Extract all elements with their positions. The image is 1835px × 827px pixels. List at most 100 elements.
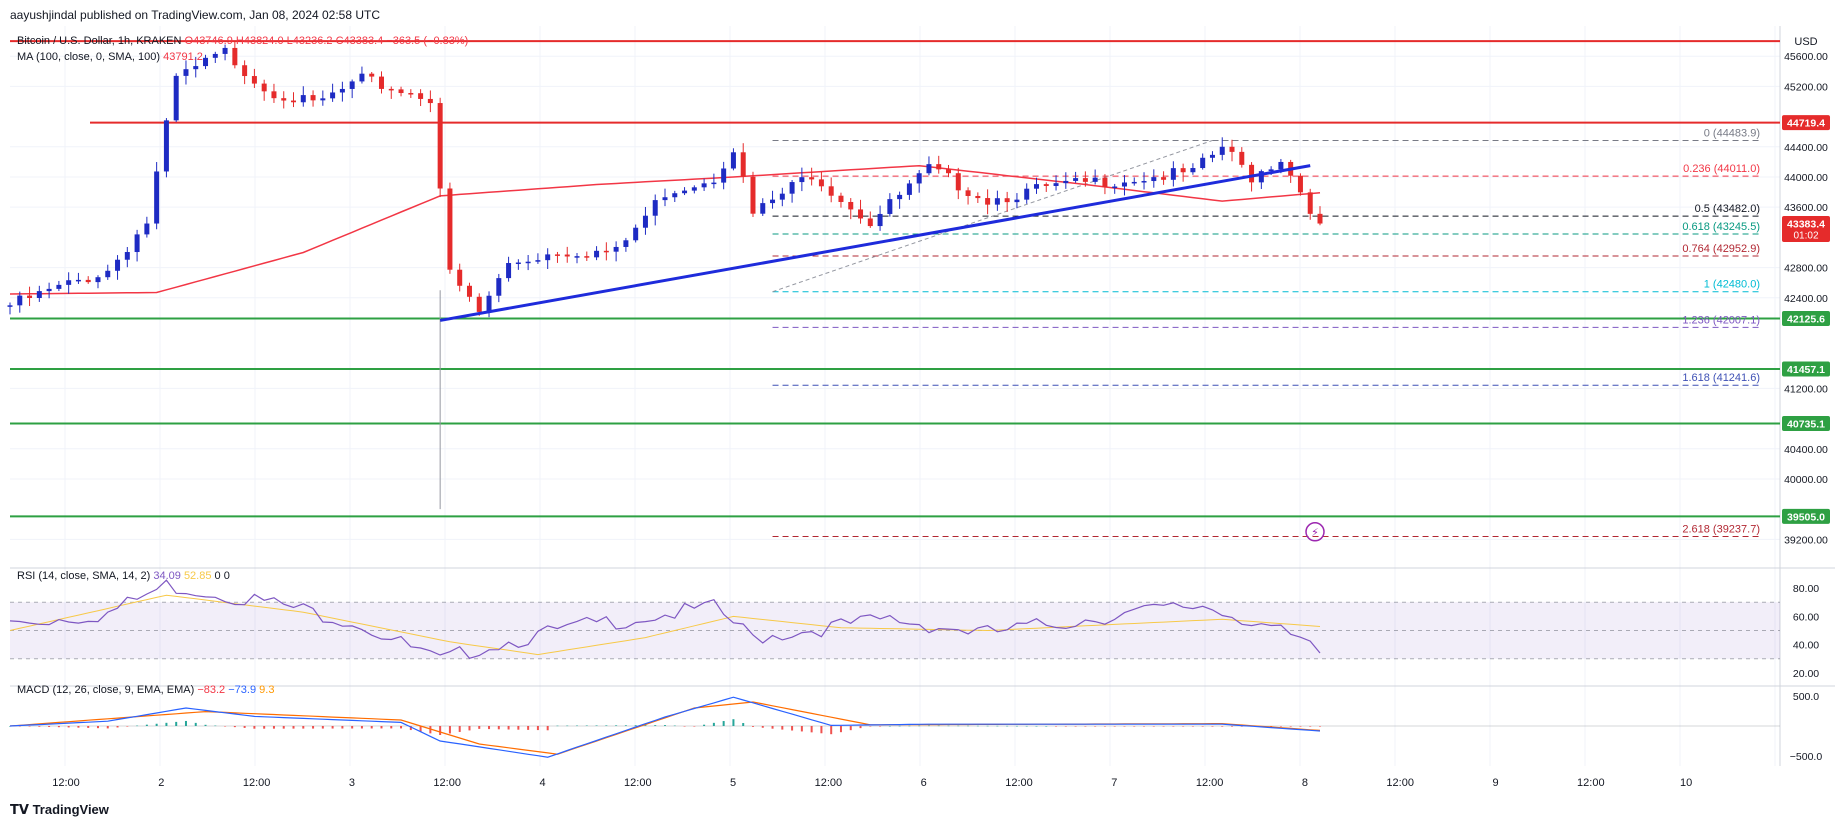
time-tick: 6: [921, 777, 927, 789]
macd-hist-bar: [96, 726, 99, 729]
time-tick: 4: [539, 777, 545, 789]
candle-body: [916, 173, 922, 184]
macd-hist-bar: [976, 725, 979, 727]
macd-hist-bar: [908, 725, 911, 727]
time-tick: 12:00: [243, 777, 271, 789]
candle-body: [1092, 177, 1098, 182]
macd-hist-bar: [1240, 726, 1243, 727]
candle-body: [251, 76, 257, 84]
candle-body: [1024, 188, 1030, 200]
brand-name: TradingView: [32, 802, 109, 817]
price-tick: 39200.00: [1784, 534, 1828, 546]
macd-hist-bar: [165, 722, 168, 726]
currency-label[interactable]: USD: [1794, 36, 1818, 48]
ma-legend[interactable]: MA (100, close, 0, SMA, 100) 43791.2: [17, 51, 203, 63]
candle-body: [770, 199, 776, 204]
candle-body: [985, 198, 991, 205]
price-tick: 44000.00: [1784, 172, 1828, 184]
macd-hist-bar: [419, 726, 422, 732]
candle-body: [183, 69, 189, 76]
price-tag-countdown: 01:02: [1793, 231, 1818, 242]
macd-hist-bar: [1143, 726, 1146, 727]
rsi-legend[interactable]: RSI (14, close, SMA, 14, 2) 34.09 52.85 …: [17, 570, 230, 582]
macd-hist-bar: [634, 725, 637, 726]
candle-body: [310, 95, 316, 101]
price-tag-label: 42125.6: [1787, 313, 1825, 325]
candle-body: [926, 164, 932, 174]
macd-hist-bar: [859, 726, 862, 729]
candle-body: [427, 98, 433, 104]
macd-hist-bar: [644, 725, 647, 726]
time-axis[interactable]: 12:00 2 12:00 3 12:00 4 12:00 5 12:00 6 12:00 7 12:0…: [52, 777, 1692, 789]
candle-body: [1239, 151, 1245, 165]
macd-hist-bar: [898, 725, 901, 727]
macd-hist-bar: [947, 725, 950, 727]
candle-body: [975, 195, 981, 199]
price-chart[interactable]: 0 (44483.9) 0.236 (44011.0) 0.5 (43482.0) 0…: [0, 26, 1835, 806]
candle-body: [574, 256, 580, 258]
macd-hist-bar: [566, 725, 569, 727]
macd-hist-bar: [761, 726, 764, 728]
macd-hist-bar: [556, 725, 559, 727]
macd-hist-bar: [126, 726, 129, 727]
grid: [10, 26, 1835, 766]
tradingview-logo[interactable]: 𝗧𝗩 TradingView: [10, 802, 109, 818]
candle-body: [603, 250, 609, 253]
fib-label-0.5: 0.5 (43482.0): [1695, 203, 1760, 215]
macd-hist-bar: [1231, 726, 1234, 727]
ohlc-values: O43746.9 H43824.0 L43236.2 C43383.4 −363…: [184, 35, 469, 47]
macd-hist-bar: [57, 726, 60, 728]
macd-hist-bar: [360, 726, 363, 729]
candle-body: [525, 261, 531, 264]
fibonacci-levels: 0 (44483.9) 0.236 (44011.0) 0.5 (43482.0) 0…: [772, 127, 1760, 538]
publisher-line: aayushjindal published on TradingView.co…: [10, 8, 381, 22]
macd-hist-bar: [624, 725, 627, 726]
price-tag: [1782, 508, 1830, 524]
rsi-label: RSI (14, close, SMA, 14, 2): [17, 570, 151, 582]
candle-body: [1200, 157, 1206, 169]
candle-body: [1268, 169, 1274, 172]
candle-body: [740, 152, 746, 177]
macd-hist-bar: [341, 726, 344, 729]
candle-body: [1278, 161, 1284, 170]
macd-hist-bar: [390, 726, 393, 729]
candle-body: [1229, 146, 1235, 152]
time-tick: 12:00: [815, 777, 843, 789]
candle-body: [144, 223, 150, 235]
macd-hist-bar: [439, 726, 442, 735]
macd-hist-bar: [468, 726, 471, 731]
rsi-tick: 20.00: [1793, 668, 1819, 680]
macd-hist-bar: [282, 726, 285, 729]
symbol-title[interactable]: Bitcoin / U.S. Dollar, 1h, KRAKEN: [17, 35, 182, 47]
candle-body: [437, 103, 443, 189]
macd-hist-bar: [800, 726, 803, 732]
candle-body: [818, 179, 824, 187]
macd-tick: 500.0: [1793, 691, 1819, 703]
macd-hist-bar: [918, 725, 921, 727]
time-tick: 9: [1492, 777, 1498, 789]
macd-legend[interactable]: MACD (12, 26, close, 9, EMA, EMA) −83.2 …: [17, 684, 274, 696]
macd-hist-bar: [87, 726, 90, 728]
price-tag-label: 39505.0: [1787, 511, 1825, 523]
candle-body: [408, 93, 414, 95]
price-tick: 40400.00: [1784, 444, 1828, 456]
macd-hist-bar: [77, 726, 80, 728]
price-axis[interactable]: 45600.00 45200.00 44400.00 44000.00 43600.00…: [1782, 51, 1830, 763]
macd-hist-bar: [1133, 726, 1136, 727]
candle-body: [584, 256, 590, 258]
candle-body: [936, 164, 942, 170]
candle-body: [848, 201, 854, 210]
candle-body: [1073, 178, 1079, 181]
candle-body: [330, 92, 336, 99]
candle-body: [515, 262, 521, 265]
candle-body: [1112, 186, 1118, 189]
trendline[interactable]: ⚡: [439, 164, 1325, 542]
candle-body: [594, 250, 600, 258]
macd-hist-bar: [839, 726, 842, 733]
candle-body: [965, 190, 971, 196]
macd-hist-bar: [380, 726, 383, 729]
macd-hist-bar: [1035, 725, 1038, 727]
price-tick: 45200.00: [1784, 81, 1828, 93]
macd-hist-bar: [175, 721, 178, 726]
candle-body: [1190, 168, 1196, 173]
